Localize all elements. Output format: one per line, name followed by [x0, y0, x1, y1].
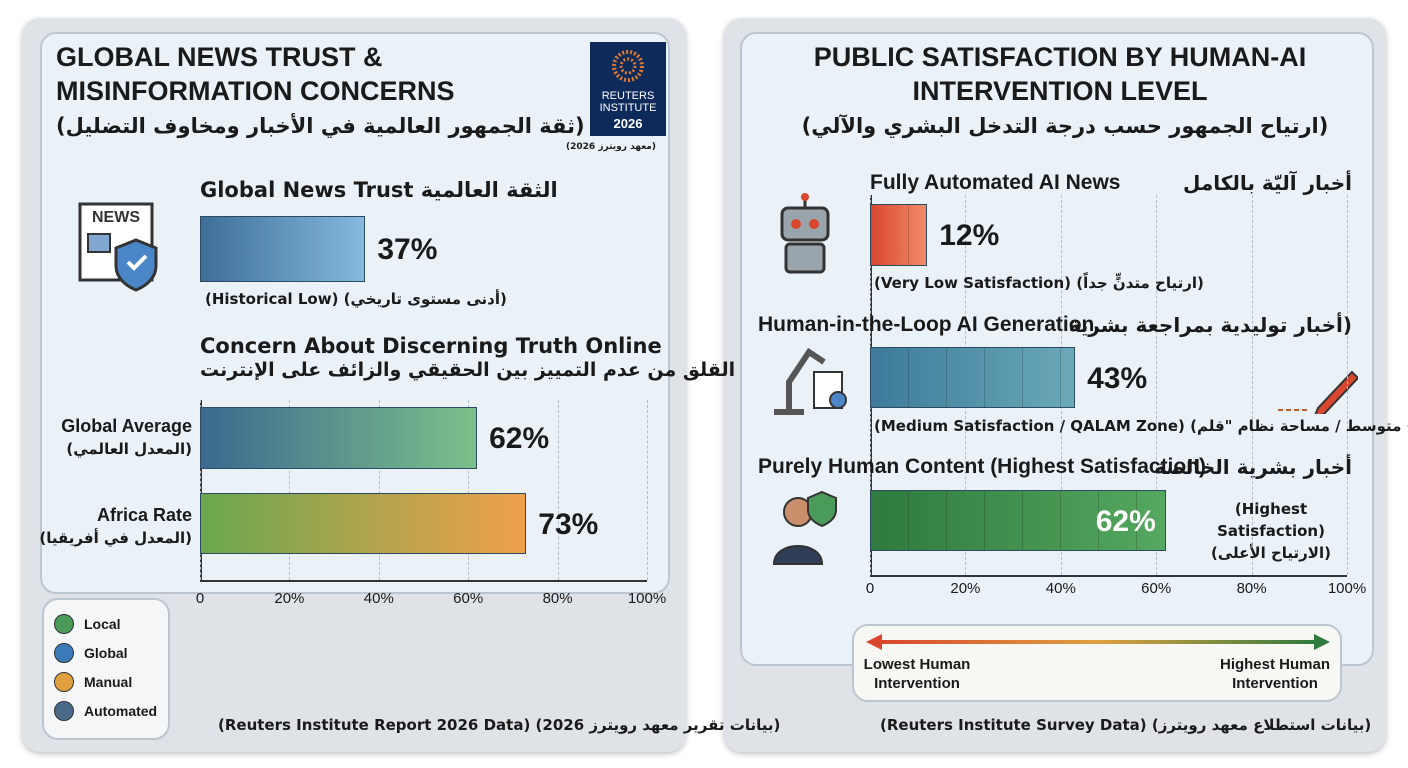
source-note: (Reuters Institute Report 2026 Data) (بي… — [218, 716, 781, 734]
x-tick-label: 40% — [1045, 580, 1076, 597]
x-tick-label: 60% — [1141, 580, 1172, 597]
x-tick-label: 100% — [1327, 580, 1367, 597]
legend-label: Global — [84, 645, 128, 661]
category-label: Africa Rate — [96, 505, 192, 525]
badge-logo — [612, 50, 644, 82]
x-tick-label: 20% — [274, 590, 305, 607]
x-tick-label: 80% — [542, 590, 573, 607]
bar — [200, 216, 366, 282]
human-icon — [772, 490, 837, 565]
x-tick-label: 100% — [627, 590, 667, 607]
value-label: 62% — [489, 422, 550, 455]
value-label: 62% — [1095, 504, 1156, 538]
category-label: Purely Human Content (Highest Satisfacti… — [758, 455, 1207, 478]
grid-line — [557, 400, 559, 580]
scale-box — [852, 624, 1342, 702]
chart-subtitle: (ارتياح الجمهور حسب درجة التدخل البشري و… — [801, 114, 1329, 138]
grid-line — [1156, 195, 1158, 575]
category-note: (Medium Satisfaction / QALAM Zone) (ارتي… — [874, 417, 1408, 435]
icon-text: NEWS — [92, 209, 140, 226]
value-label: 43% — [1087, 361, 1148, 395]
grid-line — [647, 400, 648, 580]
chart-subtitle: (ثقة الجمهور العالمية في الأخبار ومخاوف … — [56, 114, 585, 138]
category-note: (Historical Low) (أدنى مستوى تاريخي) — [205, 290, 507, 308]
grid-line — [378, 400, 380, 580]
chart-title: PUBLIC SATISFACTION BY HUMAN-AI INTERVEN… — [813, 42, 1307, 106]
source-note: (Reuters Institute Survey Data) (بيانات … — [880, 716, 1372, 734]
category-note: (المعدل العالمي) — [66, 440, 192, 458]
section-heading: Concern About Discerning Truth Online — [200, 334, 662, 358]
category-label: Fully Automated AI News — [870, 171, 1121, 194]
bar — [200, 493, 527, 554]
bar — [870, 204, 928, 266]
x-tick-label: 0 — [865, 580, 875, 597]
x-tick-label: 60% — [453, 590, 484, 607]
value-label: 73% — [538, 507, 599, 541]
bar — [870, 347, 1076, 408]
grid-line — [200, 400, 201, 580]
category-label-ar: أخبار آليّة بالكامل — [1183, 171, 1352, 195]
category-label: Human-in-the-Loop AI Generation — [758, 313, 1095, 336]
grid-line — [1347, 195, 1348, 575]
robot-icon — [780, 193, 830, 274]
x-tick-label: 80% — [1236, 580, 1267, 597]
category-label: Global Average — [61, 416, 192, 436]
pen-icon — [1278, 370, 1358, 414]
x-axis — [200, 580, 647, 582]
category-label-ar: (أخبار توليدية بمراجعة بشرية — [1068, 313, 1352, 337]
bar — [870, 490, 1166, 551]
legend-swatch — [54, 614, 74, 634]
legend-swatch — [54, 701, 74, 721]
chart-title: GLOBAL NEWS TRUST & MISINFORMATION CONCE… — [56, 42, 455, 106]
category-note: (Highest Satisfaction) (الارتياح الأعلى) — [1211, 500, 1331, 562]
legend-label: Local — [84, 616, 121, 632]
x-tick-label: 20% — [950, 580, 981, 597]
section-heading: القلق من عدم التمييز بين الحقيقي والزائف… — [200, 359, 736, 381]
bar — [200, 407, 478, 469]
value-label: 37% — [377, 233, 438, 266]
category-label-ar: أخبار بشرية الخالصة — [1154, 455, 1352, 479]
grid-line — [468, 400, 470, 580]
grid-line — [1251, 195, 1253, 575]
legend-label: Automated — [84, 703, 158, 719]
scale-low: Lowest Human Intervention — [863, 656, 971, 692]
x-tick-label: 0 — [195, 590, 205, 607]
section-heading: Global News Trust الثقة العالمية — [200, 178, 558, 202]
news-icon: NEWS — [78, 202, 158, 292]
badge-name: REUTERS INSTITUTE — [599, 90, 657, 114]
scale-high: Highest Human Intervention — [1219, 656, 1330, 692]
scale-arrow — [866, 634, 1330, 650]
badge-year: 2026 — [613, 116, 643, 131]
bar-segments — [871, 348, 1075, 407]
badge-caption: (معهد رويترز 2026) — [566, 142, 656, 152]
legend-swatch — [54, 643, 74, 663]
x-tick-label: 40% — [363, 590, 394, 607]
legend-label: Manual — [84, 674, 133, 690]
grid-line — [289, 400, 291, 580]
badge: REUTERS INSTITUTE 2026 — [590, 42, 666, 136]
bar-segments — [871, 491, 1165, 550]
category-note: (Very Low Satisfaction) (ارتياح متدنٍّ ج… — [874, 274, 1204, 292]
category-note: (المعدل في أفريقيا) — [39, 529, 192, 547]
x-axis — [870, 575, 1347, 577]
value-label: 12% — [939, 219, 1000, 252]
legend-swatch — [54, 672, 74, 692]
robot-arm-icon — [774, 347, 847, 415]
bar-segments — [871, 205, 927, 265]
